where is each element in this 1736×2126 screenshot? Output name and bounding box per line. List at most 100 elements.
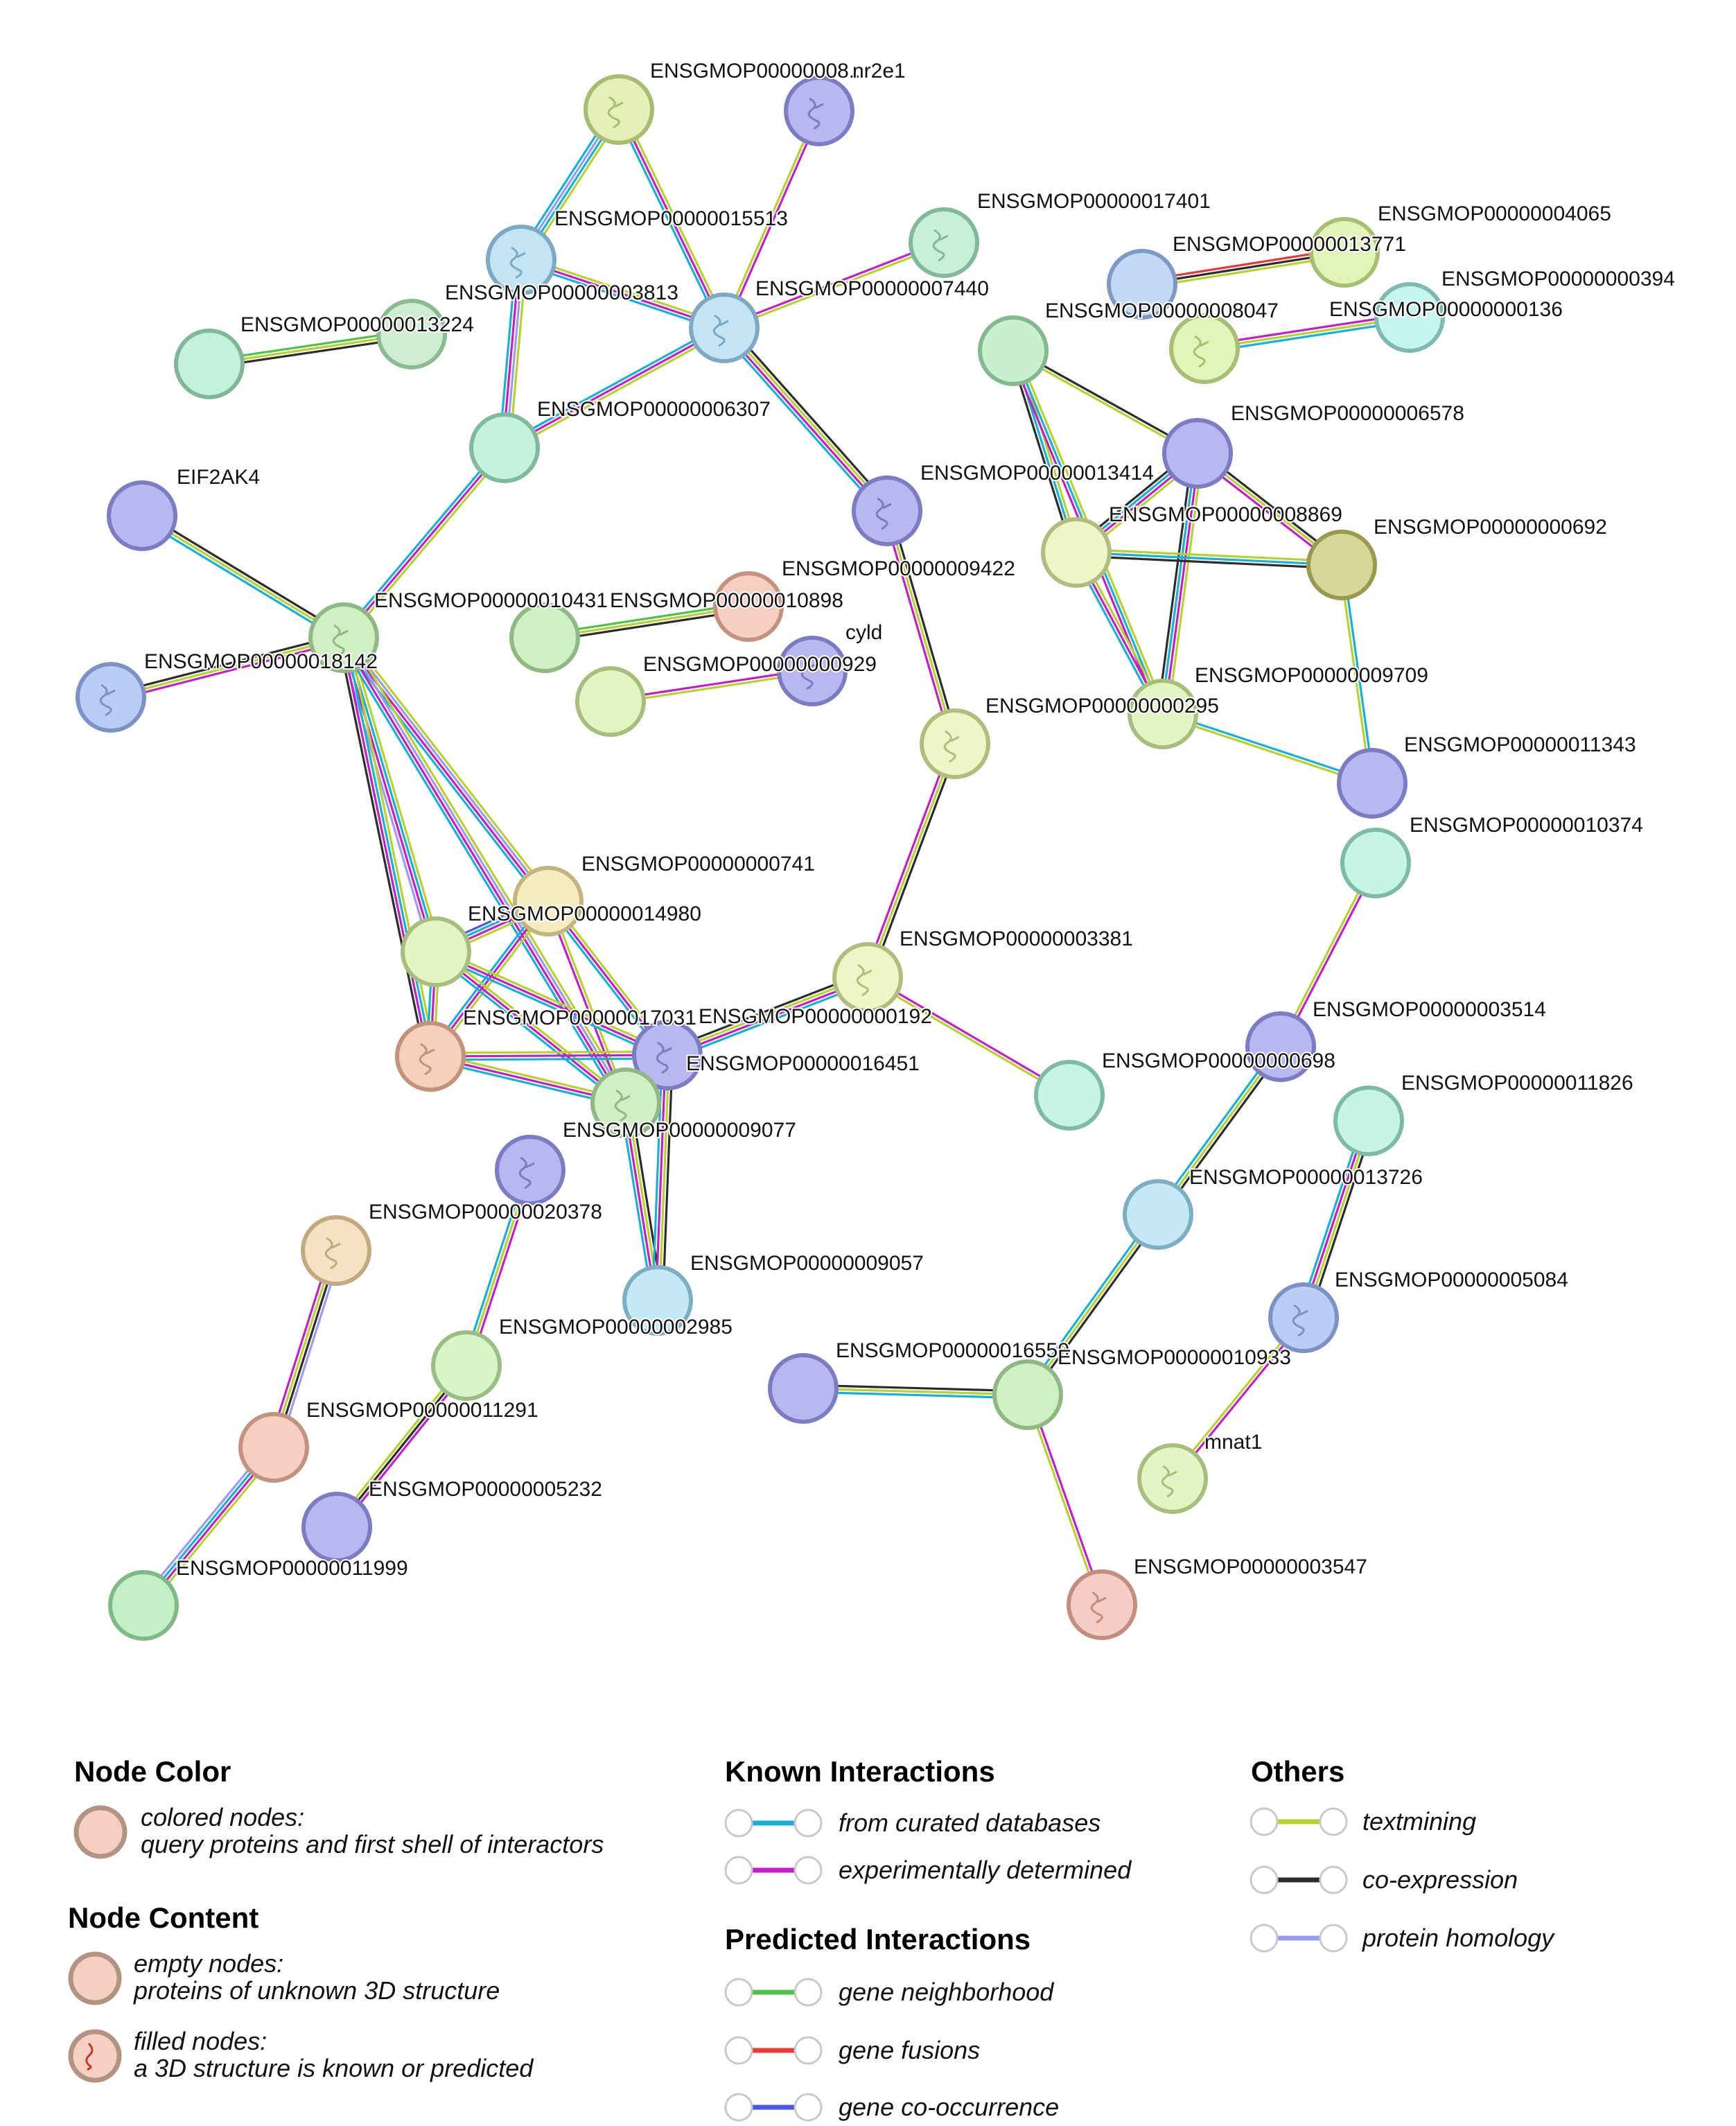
protein-node[interactable] bbox=[308, 602, 379, 673]
protein-node[interactable] bbox=[1340, 828, 1411, 898]
node-circle[interactable] bbox=[1333, 1086, 1404, 1156]
node-circle[interactable] bbox=[509, 602, 580, 673]
protein-node[interactable] bbox=[1333, 1086, 1404, 1156]
node-circle[interactable] bbox=[108, 1570, 179, 1641]
node-circle[interactable] bbox=[852, 476, 922, 546]
node-circle[interactable] bbox=[575, 666, 646, 737]
protein-node[interactable] bbox=[469, 412, 540, 483]
protein-node[interactable] bbox=[713, 571, 784, 642]
protein-node[interactable] bbox=[978, 315, 1049, 386]
node-circle[interactable] bbox=[486, 225, 556, 295]
node-circle[interactable] bbox=[909, 207, 979, 278]
protein-node[interactable] bbox=[1268, 1282, 1339, 1353]
node-circle[interactable] bbox=[622, 1265, 693, 1336]
protein-node[interactable] bbox=[1128, 679, 1198, 749]
node-circle[interactable] bbox=[1337, 748, 1408, 819]
node-circle[interactable] bbox=[920, 708, 990, 779]
protein-node[interactable] bbox=[909, 207, 979, 278]
protein-node[interactable] bbox=[852, 476, 922, 546]
node-circle[interactable] bbox=[76, 662, 146, 733]
node-circle[interactable] bbox=[584, 74, 654, 145]
node-circle[interactable] bbox=[590, 1068, 661, 1138]
protein-node[interactable] bbox=[590, 1068, 661, 1138]
node-circle[interactable] bbox=[1268, 1282, 1339, 1353]
node-circle[interactable] bbox=[1374, 282, 1445, 353]
protein-node[interactable] bbox=[1169, 313, 1240, 384]
node-circle[interactable] bbox=[431, 1330, 502, 1401]
protein-node[interactable] bbox=[1337, 748, 1408, 819]
node-circle[interactable] bbox=[469, 412, 540, 483]
protein-node[interactable] bbox=[238, 1412, 309, 1483]
protein-node[interactable] bbox=[777, 636, 848, 706]
protein-node[interactable] bbox=[486, 225, 556, 295]
protein-node[interactable] bbox=[1245, 1011, 1316, 1082]
node-circle[interactable] bbox=[395, 1021, 466, 1092]
node-circle[interactable] bbox=[1306, 530, 1377, 600]
node-circle[interactable] bbox=[1034, 1060, 1105, 1131]
node-circle[interactable] bbox=[1107, 249, 1177, 320]
node-circle[interactable] bbox=[301, 1492, 372, 1562]
protein-node[interactable] bbox=[431, 1330, 502, 1401]
protein-node[interactable] bbox=[509, 602, 580, 673]
node-circle[interactable] bbox=[1128, 679, 1198, 749]
node-circle[interactable] bbox=[777, 636, 848, 706]
node-circle[interactable] bbox=[1162, 418, 1233, 489]
protein-node[interactable] bbox=[832, 942, 903, 1013]
protein-node[interactable] bbox=[107, 480, 177, 551]
protein-node[interactable] bbox=[575, 666, 646, 737]
protein-node[interactable] bbox=[784, 76, 854, 146]
node-circle[interactable] bbox=[238, 1412, 309, 1483]
node-circle[interactable] bbox=[401, 916, 471, 987]
protein-node[interactable] bbox=[1309, 217, 1380, 288]
protein-node[interactable] bbox=[1123, 1179, 1193, 1250]
protein-node[interactable] bbox=[495, 1135, 565, 1205]
node-circle[interactable] bbox=[1041, 517, 1112, 588]
node-circle[interactable] bbox=[495, 1135, 565, 1205]
node-circle[interactable] bbox=[1123, 1179, 1193, 1250]
node-circle[interactable] bbox=[832, 942, 903, 1013]
protein-node[interactable] bbox=[108, 1570, 179, 1641]
protein-node[interactable] bbox=[1107, 249, 1177, 320]
node-circle[interactable] bbox=[107, 480, 177, 551]
node-circle[interactable] bbox=[768, 1353, 839, 1424]
protein-node[interactable] bbox=[1067, 1569, 1137, 1640]
node-circle[interactable] bbox=[992, 1359, 1063, 1430]
protein-node[interactable] bbox=[622, 1265, 693, 1336]
node-circle[interactable] bbox=[1245, 1011, 1316, 1082]
protein-node[interactable] bbox=[513, 866, 584, 936]
node-circle[interactable] bbox=[301, 1215, 371, 1286]
protein-node[interactable] bbox=[689, 293, 760, 363]
node-circle[interactable] bbox=[784, 76, 854, 146]
node-circle[interactable] bbox=[689, 293, 760, 363]
protein-node[interactable] bbox=[301, 1215, 371, 1286]
protein-node[interactable] bbox=[1041, 517, 1112, 588]
node-circle[interactable] bbox=[1067, 1569, 1137, 1640]
protein-node[interactable] bbox=[632, 1020, 703, 1090]
protein-node[interactable] bbox=[1374, 282, 1445, 353]
node-circle[interactable] bbox=[632, 1020, 703, 1090]
protein-node[interactable] bbox=[768, 1353, 839, 1424]
protein-node[interactable] bbox=[992, 1359, 1063, 1430]
node-circle[interactable] bbox=[1340, 828, 1411, 898]
node-circle[interactable] bbox=[174, 329, 245, 399]
protein-node[interactable] bbox=[395, 1021, 466, 1092]
node-circle[interactable] bbox=[1169, 313, 1240, 384]
node-circle[interactable] bbox=[1137, 1443, 1208, 1514]
protein-node[interactable] bbox=[76, 662, 146, 733]
protein-node[interactable] bbox=[376, 299, 447, 369]
protein-node[interactable] bbox=[1034, 1060, 1105, 1131]
protein-node[interactable] bbox=[401, 916, 471, 987]
node-circle[interactable] bbox=[1309, 217, 1380, 288]
node-circle[interactable] bbox=[513, 866, 584, 936]
node-circle[interactable] bbox=[308, 602, 379, 673]
node-circle[interactable] bbox=[978, 315, 1049, 386]
protein-node[interactable] bbox=[584, 74, 654, 145]
protein-node[interactable] bbox=[174, 329, 245, 399]
node-circle[interactable] bbox=[713, 571, 784, 642]
protein-node[interactable] bbox=[1162, 418, 1233, 489]
protein-node[interactable] bbox=[920, 708, 990, 779]
protein-node[interactable] bbox=[1137, 1443, 1208, 1514]
node-circle[interactable] bbox=[376, 299, 447, 369]
protein-node[interactable] bbox=[301, 1492, 372, 1562]
protein-node[interactable] bbox=[1306, 530, 1377, 600]
